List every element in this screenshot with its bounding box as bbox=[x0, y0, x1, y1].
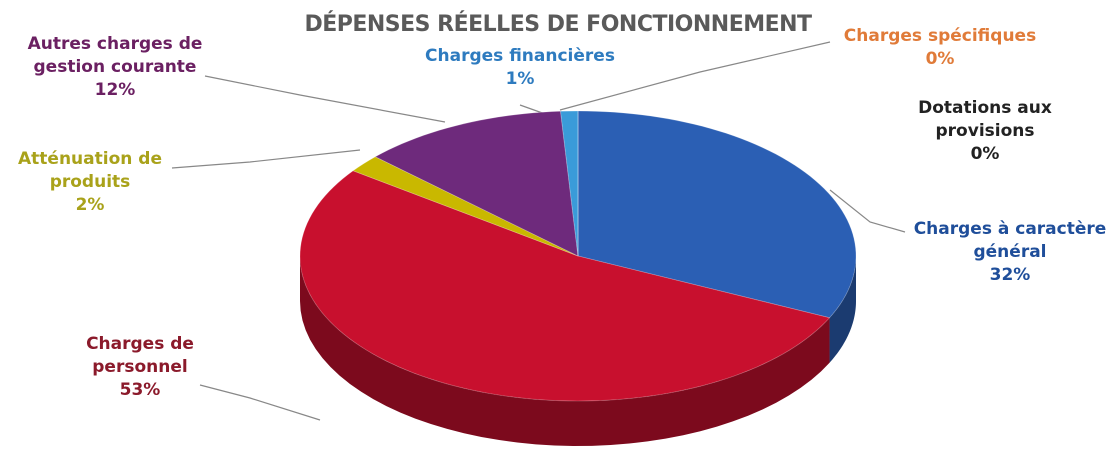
leader-line bbox=[204, 75, 446, 123]
leader-line bbox=[559, 41, 831, 111]
slice-label: Charges de personnel 53% bbox=[60, 333, 220, 402]
category-label: Autres charges de gestion courante bbox=[27, 34, 203, 77]
category-label: Charges financières bbox=[425, 46, 615, 66]
pie-slice bbox=[352, 156, 579, 257]
leader-line bbox=[171, 149, 361, 169]
slice-label: Dotations aux provisions 0% bbox=[905, 97, 1065, 166]
value-label: 53% bbox=[119, 379, 161, 400]
pie-slice bbox=[299, 170, 831, 402]
category-label: Dotations aux provisions bbox=[918, 98, 1052, 141]
value-label: 2% bbox=[75, 194, 105, 215]
category-label: Charges de personnel bbox=[86, 334, 194, 377]
chart-title: DÉPENSES RÉELLES DE FONCTIONNEMENT bbox=[304, 12, 812, 37]
leader-line bbox=[199, 384, 321, 421]
value-label: 32% bbox=[989, 264, 1031, 285]
slice-label: Autres charges de gestion courante 12% bbox=[15, 33, 215, 102]
slice-label: Charges spécifiques 0% bbox=[825, 25, 1055, 71]
category-label: Atténuation de produits bbox=[18, 149, 162, 192]
slice-label: Atténuation de produits 2% bbox=[10, 148, 170, 217]
pie-slice bbox=[374, 110, 579, 257]
slice-side bbox=[829, 256, 856, 363]
leader-line bbox=[829, 189, 906, 233]
pie-slice bbox=[560, 110, 579, 257]
value-label: 0% bbox=[970, 143, 1000, 164]
value-label: 1% bbox=[505, 68, 535, 89]
category-label: Charges spécifiques bbox=[843, 26, 1037, 46]
value-label: 12% bbox=[94, 79, 136, 100]
slice-label: Charges à caractère général 32% bbox=[895, 218, 1116, 287]
slice-side bbox=[300, 256, 830, 446]
slice-label: Charges financières 1% bbox=[405, 45, 635, 91]
leader-lines bbox=[171, 41, 906, 421]
pie-slice bbox=[577, 110, 857, 319]
value-label: 0% bbox=[925, 48, 955, 69]
category-label: Charges à caractère général bbox=[913, 219, 1107, 262]
